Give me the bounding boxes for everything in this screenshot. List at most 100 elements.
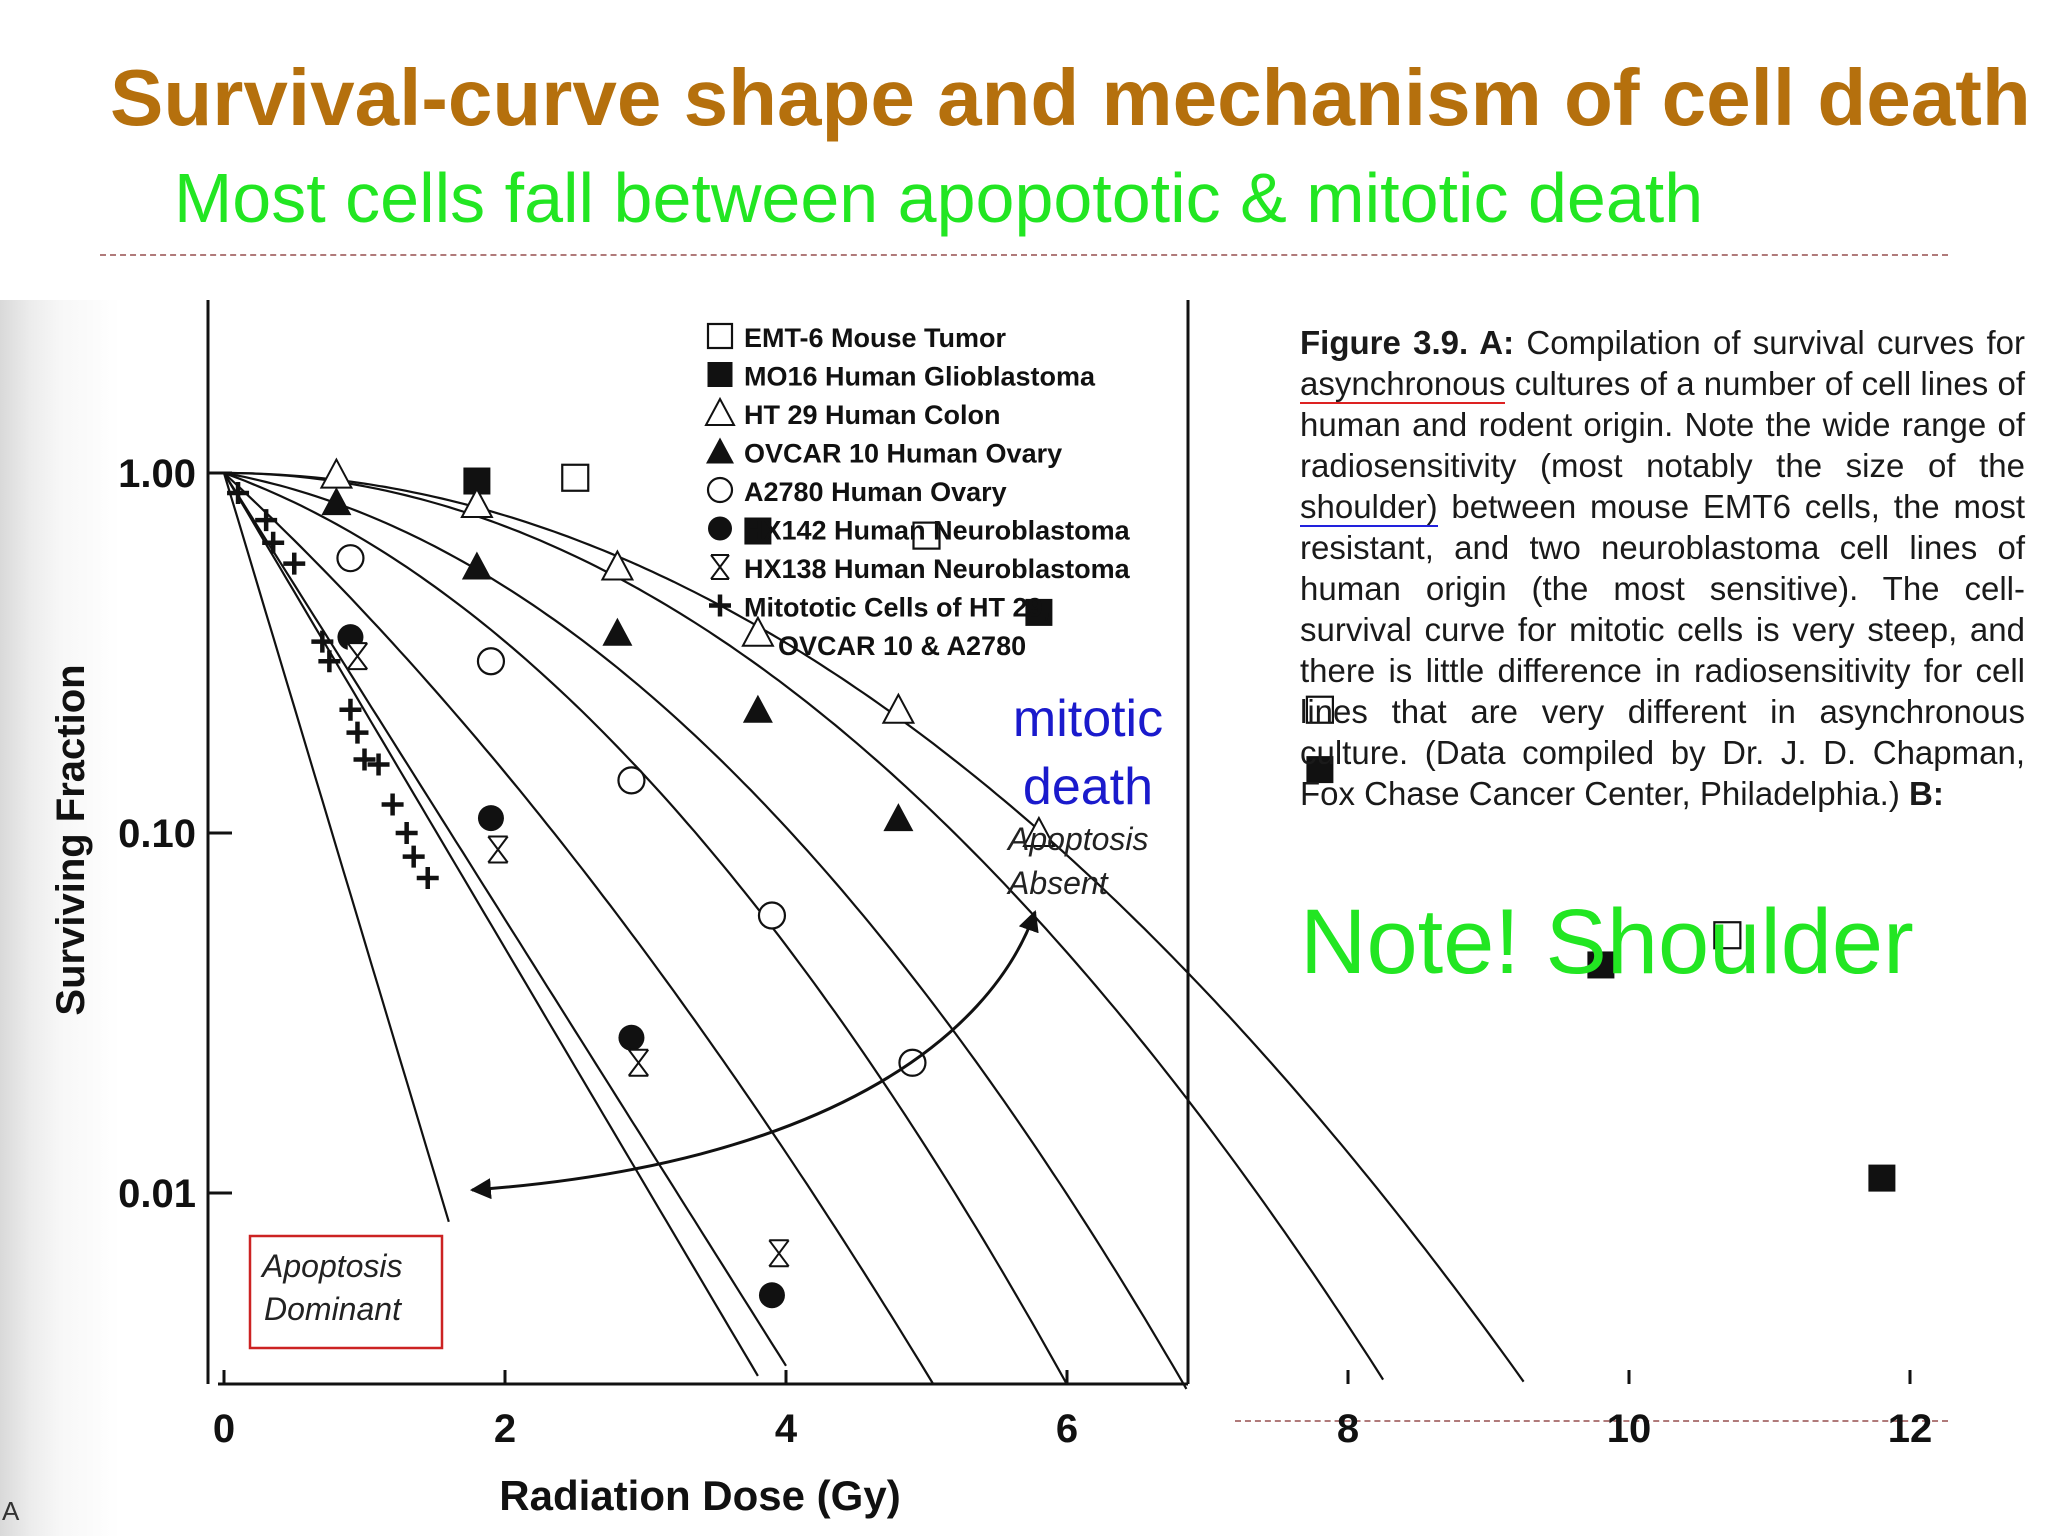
survival-curve-1 <box>224 471 1385 1381</box>
legend-label-0: EMT-6 Mouse Tumor <box>744 323 1007 353</box>
legend-marker-0 <box>706 322 734 350</box>
plus-marker <box>416 866 439 889</box>
open-square-marker <box>1305 695 1335 724</box>
plus-marker <box>227 481 250 504</box>
legend-label-3: OVCAR 10 Human Ovary <box>744 439 1062 469</box>
filled-square-marker <box>1868 1164 1896 1192</box>
plus-marker <box>709 594 731 617</box>
survival-curve-5 <box>223 472 787 1367</box>
open-triangle-marker <box>600 549 635 581</box>
legend-label-2: HT 29 Human Colon <box>744 400 1001 430</box>
plus-marker <box>311 630 334 653</box>
filled-square-marker <box>1587 951 1615 979</box>
filled-square-marker <box>744 517 772 545</box>
open-triangle-marker <box>319 457 354 489</box>
data-point <box>742 694 773 723</box>
x-box-marker <box>768 1239 790 1268</box>
data-point <box>883 803 914 832</box>
filled-circle-marker <box>477 805 504 832</box>
open-circle-marker <box>336 544 365 573</box>
x-tick-label: 6 <box>1056 1407 1078 1451</box>
data-point <box>561 463 590 492</box>
legend-label-5: HX142 Human Neuroblastoma <box>744 516 1131 546</box>
filled-circle-marker <box>758 1282 785 1309</box>
legend-label-1: MO16 Human Glioblastoma <box>744 362 1096 392</box>
data-point <box>881 692 916 724</box>
panel-letter: A <box>2 1496 20 1526</box>
mitotic-death-label-line1: mitotic <box>1013 690 1163 748</box>
data-point <box>460 486 494 519</box>
data-point <box>768 1239 790 1268</box>
filled-triangle-marker <box>321 487 352 516</box>
x-tick-label: 2 <box>494 1407 516 1451</box>
y-axis-title: Surviving Fraction <box>49 664 93 1015</box>
data-point <box>311 630 334 653</box>
filled-circle-marker <box>708 516 732 541</box>
mitotic-death-label-line2: death <box>1023 758 1153 816</box>
data-point <box>395 822 418 844</box>
data-point <box>346 642 369 671</box>
apoptosis-absent-line1: Apoptosis <box>1006 821 1149 857</box>
filled-triangle-marker <box>461 551 492 580</box>
x-box-marker <box>346 642 369 671</box>
legend-label-7-line2: OVCAR 10 & A2780 <box>778 631 1026 661</box>
apoptosis-dominant-line2: Dominant <box>264 1291 402 1327</box>
caption-text-1: Compilation of survival curves for <box>1514 324 2025 361</box>
data-point <box>1868 1164 1896 1192</box>
data-point <box>353 748 376 771</box>
figure-caption: Figure 3.9. A: Compilation of survival c… <box>1300 322 2025 814</box>
caption-text-2: cultures of a number of cell lines of hu… <box>1300 365 2025 484</box>
data-point <box>461 551 492 580</box>
data-point <box>477 805 504 832</box>
plus-marker <box>395 822 418 844</box>
legend-marker-1 <box>707 362 733 387</box>
survival-curve-6 <box>223 472 759 1377</box>
data-point <box>1022 815 1056 847</box>
plus-marker <box>402 845 425 868</box>
plus-marker <box>262 531 285 554</box>
x-tick-label: 10 <box>1607 1407 1652 1451</box>
data-point <box>402 845 425 868</box>
open-square-marker <box>912 521 941 550</box>
data-point <box>617 766 646 795</box>
data-point <box>476 647 506 676</box>
filled-square-marker <box>1306 756 1334 784</box>
x-axis-title: Radiation Dose (Gy) <box>499 1472 900 1519</box>
legend-marker-4 <box>706 476 734 504</box>
y-tick-label: 1.00 <box>118 452 196 496</box>
data-point <box>283 552 306 575</box>
slide-title: Survival-curve shape and mechanism of ce… <box>110 53 2031 142</box>
survival-curve-0 <box>224 471 1525 1383</box>
data-point <box>600 549 635 581</box>
data-point <box>381 793 404 816</box>
series-5 <box>337 624 785 1309</box>
x-tick-label: 12 <box>1888 1407 1933 1451</box>
data-point <box>1713 921 1742 950</box>
data-point <box>367 753 390 776</box>
legend-label-6: HX138 Human Neuroblastoma <box>744 554 1131 584</box>
series-7 <box>227 481 439 889</box>
data-point <box>602 617 633 646</box>
data-point <box>255 509 278 532</box>
slide-subtitle: Most cells fall between apopototic & mit… <box>174 159 1704 237</box>
data-point <box>227 481 250 504</box>
series-1 <box>463 467 1896 1192</box>
x-box-marker <box>487 835 509 864</box>
y-tick-label: 0.01 <box>118 1172 196 1216</box>
caption-part-b-label: B: <box>1909 775 1944 812</box>
open-circle-marker <box>476 647 506 676</box>
data-point <box>319 457 354 489</box>
data-point <box>416 866 439 889</box>
series-2 <box>319 457 1056 847</box>
filled-square-marker <box>1025 598 1053 626</box>
data-point <box>618 1024 645 1051</box>
plus-marker <box>339 698 362 721</box>
data-point <box>336 544 365 573</box>
data-point <box>744 517 772 545</box>
series-6 <box>346 642 790 1268</box>
legend-marker-6 <box>710 554 730 580</box>
legend-marker-7 <box>709 594 731 617</box>
open-circle-marker <box>617 766 646 795</box>
series-4 <box>336 544 927 1077</box>
